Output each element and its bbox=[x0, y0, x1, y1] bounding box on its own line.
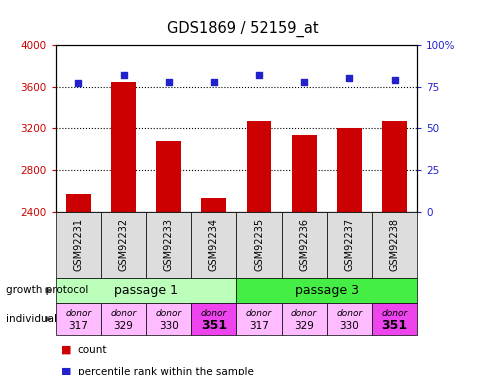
Bar bbox=[56, 278, 236, 303]
Text: 329: 329 bbox=[294, 321, 314, 331]
Text: donor: donor bbox=[200, 309, 227, 318]
Bar bbox=[236, 278, 416, 303]
Text: 351: 351 bbox=[381, 320, 407, 333]
Bar bbox=[56, 303, 101, 335]
Text: GSM92233: GSM92233 bbox=[164, 218, 173, 271]
Bar bbox=[326, 212, 371, 278]
Bar bbox=[146, 303, 191, 335]
Text: 330: 330 bbox=[158, 321, 178, 331]
Text: count: count bbox=[77, 345, 107, 355]
Text: donor: donor bbox=[380, 309, 407, 318]
Text: donor: donor bbox=[335, 309, 362, 318]
Point bbox=[120, 72, 127, 78]
Text: GSM92238: GSM92238 bbox=[389, 218, 399, 271]
Bar bbox=[111, 81, 136, 212]
Text: growth protocol: growth protocol bbox=[6, 285, 88, 295]
Text: ■: ■ bbox=[60, 345, 71, 355]
Bar bbox=[101, 212, 146, 278]
Text: donor: donor bbox=[245, 309, 272, 318]
Text: GSM92232: GSM92232 bbox=[118, 218, 128, 271]
Text: GSM92231: GSM92231 bbox=[73, 218, 83, 271]
Bar bbox=[191, 212, 236, 278]
Text: percentile rank within the sample: percentile rank within the sample bbox=[77, 367, 253, 375]
Point bbox=[210, 79, 217, 85]
Text: GSM92237: GSM92237 bbox=[344, 218, 354, 271]
Bar bbox=[236, 212, 281, 278]
Text: donor: donor bbox=[155, 309, 182, 318]
Text: GSM92235: GSM92235 bbox=[254, 218, 263, 271]
Text: passage 3: passage 3 bbox=[294, 284, 358, 297]
Bar bbox=[146, 212, 191, 278]
Text: 317: 317 bbox=[68, 321, 88, 331]
Text: passage 1: passage 1 bbox=[114, 284, 178, 297]
Point bbox=[165, 79, 172, 85]
Bar bbox=[281, 212, 326, 278]
Bar bbox=[236, 303, 281, 335]
Point bbox=[345, 75, 352, 81]
Bar bbox=[381, 121, 406, 212]
Bar bbox=[281, 303, 326, 335]
Text: 329: 329 bbox=[113, 321, 133, 331]
Text: individual: individual bbox=[6, 314, 57, 324]
Bar bbox=[371, 212, 416, 278]
Bar bbox=[291, 135, 316, 212]
Bar bbox=[66, 194, 91, 212]
Text: 330: 330 bbox=[339, 321, 359, 331]
Bar bbox=[101, 303, 146, 335]
Text: GDS1869 / 52159_at: GDS1869 / 52159_at bbox=[166, 21, 318, 37]
Text: GSM92234: GSM92234 bbox=[209, 218, 218, 271]
Text: donor: donor bbox=[290, 309, 317, 318]
Bar bbox=[191, 303, 236, 335]
Bar bbox=[246, 121, 271, 212]
Bar bbox=[56, 212, 101, 278]
Text: donor: donor bbox=[65, 309, 91, 318]
Bar bbox=[201, 198, 226, 212]
Text: ■: ■ bbox=[60, 367, 71, 375]
Text: 351: 351 bbox=[200, 320, 227, 333]
Text: 317: 317 bbox=[249, 321, 269, 331]
Bar bbox=[326, 303, 371, 335]
Point bbox=[255, 72, 262, 78]
Bar bbox=[336, 128, 361, 212]
Bar bbox=[156, 141, 181, 212]
Point bbox=[390, 77, 397, 83]
Point bbox=[300, 79, 307, 85]
Text: GSM92236: GSM92236 bbox=[299, 218, 308, 271]
Bar bbox=[371, 303, 416, 335]
Point bbox=[75, 80, 82, 86]
Text: donor: donor bbox=[110, 309, 136, 318]
